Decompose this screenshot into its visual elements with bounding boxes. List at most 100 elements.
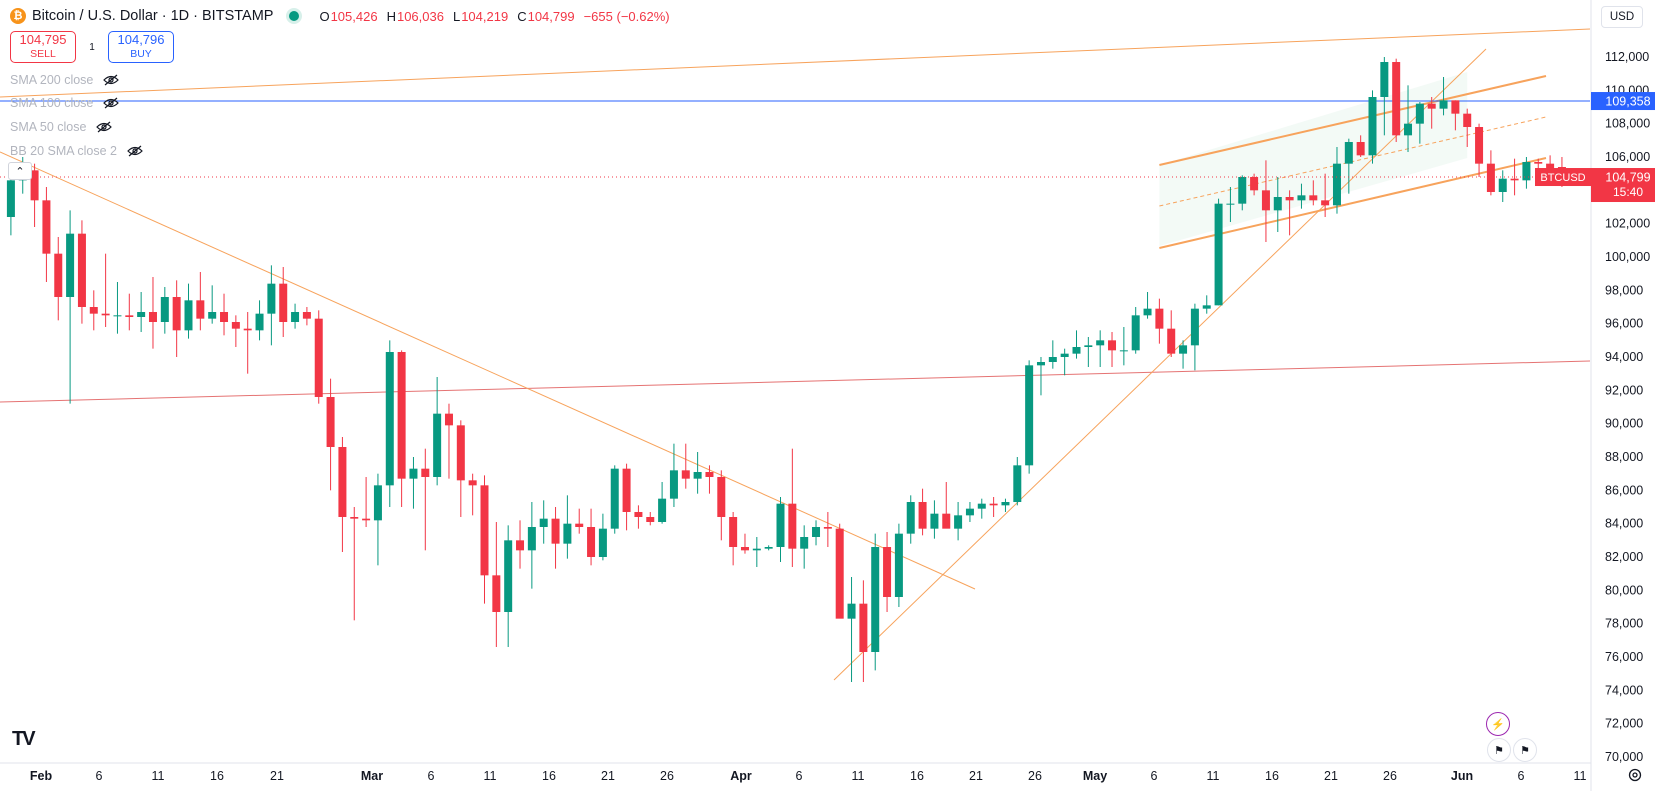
time-tick-label: 6 — [1518, 769, 1525, 783]
indicator-sma200[interactable]: SMA 200 close — [10, 73, 120, 87]
indicator-bb20[interactable]: BB 20 SMA close 2 — [10, 144, 143, 158]
buy-button[interactable]: 104,796 BUY — [108, 31, 174, 63]
candle-body — [575, 523, 584, 527]
time-tick-label: 21 — [969, 769, 983, 783]
candle-body — [693, 472, 702, 479]
tradingview-logo[interactable]: TV — [12, 728, 36, 750]
candle-body — [800, 537, 809, 549]
candle-body — [1108, 340, 1117, 351]
candle-body — [125, 315, 134, 317]
candle-body — [362, 518, 371, 521]
candle-body — [101, 313, 110, 316]
eye-hidden-icon[interactable] — [96, 121, 113, 133]
candle-body — [835, 528, 844, 619]
collapse-legend-button[interactable]: ⌃ — [8, 162, 32, 180]
price-tick-label: 102,000 — [1605, 217, 1650, 231]
close-key: C — [517, 8, 527, 24]
candle-body — [1119, 350, 1128, 352]
candle-body — [906, 502, 915, 534]
candle-body — [823, 527, 832, 529]
candle-body — [433, 413, 442, 477]
bitcoin-logo-icon: ₿ — [10, 8, 26, 24]
candle-body — [1214, 203, 1223, 306]
symbol-title[interactable]: Bitcoin / U.S. Dollar · 1D · BITSTAMP — [32, 8, 274, 24]
us-flag-event-icon[interactable]: ⚑ — [1513, 738, 1537, 762]
candle-body — [160, 297, 169, 322]
channel-lower-line[interactable] — [1159, 157, 1547, 249]
candle-body — [646, 517, 655, 522]
time-tick-label: 16 — [210, 769, 224, 783]
candle-body — [1475, 127, 1484, 164]
low-value: 104,219 — [461, 8, 509, 24]
lightning-event-icon[interactable]: ⚡ — [1486, 712, 1510, 736]
candle-body — [397, 352, 406, 479]
indicator-sma100[interactable]: SMA 100 close — [10, 96, 120, 110]
candle-body — [302, 312, 311, 319]
candle-body — [444, 413, 453, 426]
candle-body — [314, 318, 323, 397]
candle-body — [847, 603, 856, 619]
candle-body — [1048, 357, 1057, 362]
candle-body — [350, 517, 359, 519]
candle-body — [255, 313, 264, 331]
buy-price: 104,796 — [117, 32, 165, 47]
top-rising-trendline[interactable] — [0, 28, 1591, 98]
candle-body — [1096, 340, 1105, 346]
indicator-sma50[interactable]: SMA 50 close — [10, 120, 113, 134]
candle-body — [1309, 195, 1318, 201]
time-tick-label: Mar — [361, 769, 383, 783]
candle-body — [740, 547, 749, 551]
candle-body — [658, 498, 667, 522]
candle-body — [1546, 163, 1555, 172]
candle-body — [1001, 502, 1010, 506]
candle-body — [752, 548, 761, 551]
us-flag-event-icon[interactable]: ⚑ — [1487, 738, 1511, 762]
candle-body — [148, 312, 157, 322]
level-label-box — [1591, 92, 1655, 111]
descending-trendline[interactable] — [0, 151, 976, 590]
candle-body — [1463, 113, 1472, 127]
eye-hidden-icon[interactable] — [103, 97, 120, 109]
candle-body — [1427, 103, 1436, 109]
price-tick-label: 72,000 — [1605, 717, 1643, 731]
open-key: O — [319, 8, 330, 24]
sell-label: SELL — [30, 48, 56, 60]
candle-body — [705, 472, 714, 477]
candle-body — [1155, 308, 1164, 329]
currency-selector[interactable]: USD — [1601, 6, 1643, 28]
candle-body — [42, 200, 51, 254]
candle-body — [468, 480, 477, 486]
sell-button[interactable]: 104,795 SELL — [10, 31, 76, 63]
candle-body — [243, 328, 252, 331]
candle-body — [208, 312, 217, 319]
candle-body — [930, 513, 939, 529]
low-key: L — [452, 8, 461, 24]
candle-body — [1332, 163, 1341, 206]
candle-body — [385, 352, 394, 486]
price-tick-label: 82,000 — [1605, 550, 1643, 564]
high-value: 106,036 — [396, 8, 444, 24]
price-tick-label: 96,000 — [1605, 317, 1643, 331]
candle-body — [1013, 465, 1022, 502]
eye-hidden-icon[interactable] — [127, 145, 143, 157]
time-tick-label: Feb — [30, 769, 53, 783]
indicator-label: BB 20 SMA close 2 — [10, 144, 118, 158]
candle-body — [504, 540, 513, 612]
price-tick-label: 90,000 — [1605, 417, 1643, 431]
eye-hidden-icon[interactable] — [103, 74, 120, 86]
ascending-trendline[interactable] — [833, 48, 1487, 681]
market-status-icon[interactable] — [289, 11, 300, 21]
price-tick-label: 92,000 — [1605, 383, 1643, 397]
time-tick-label: 26 — [1383, 769, 1397, 783]
red-rising-trendline[interactable] — [0, 360, 1591, 403]
time-tick-label: 6 — [428, 769, 435, 783]
price-tick-label: 100,000 — [1605, 250, 1650, 264]
candle-body — [776, 503, 785, 547]
time-tick-label: 11 — [852, 769, 865, 783]
candle-body — [220, 312, 229, 322]
price-tick-label: 84,000 — [1605, 517, 1643, 531]
chart-settings-icon[interactable] — [1627, 767, 1643, 783]
time-tick-label: 21 — [1324, 769, 1338, 783]
channel-upper-line[interactable] — [1159, 75, 1547, 166]
